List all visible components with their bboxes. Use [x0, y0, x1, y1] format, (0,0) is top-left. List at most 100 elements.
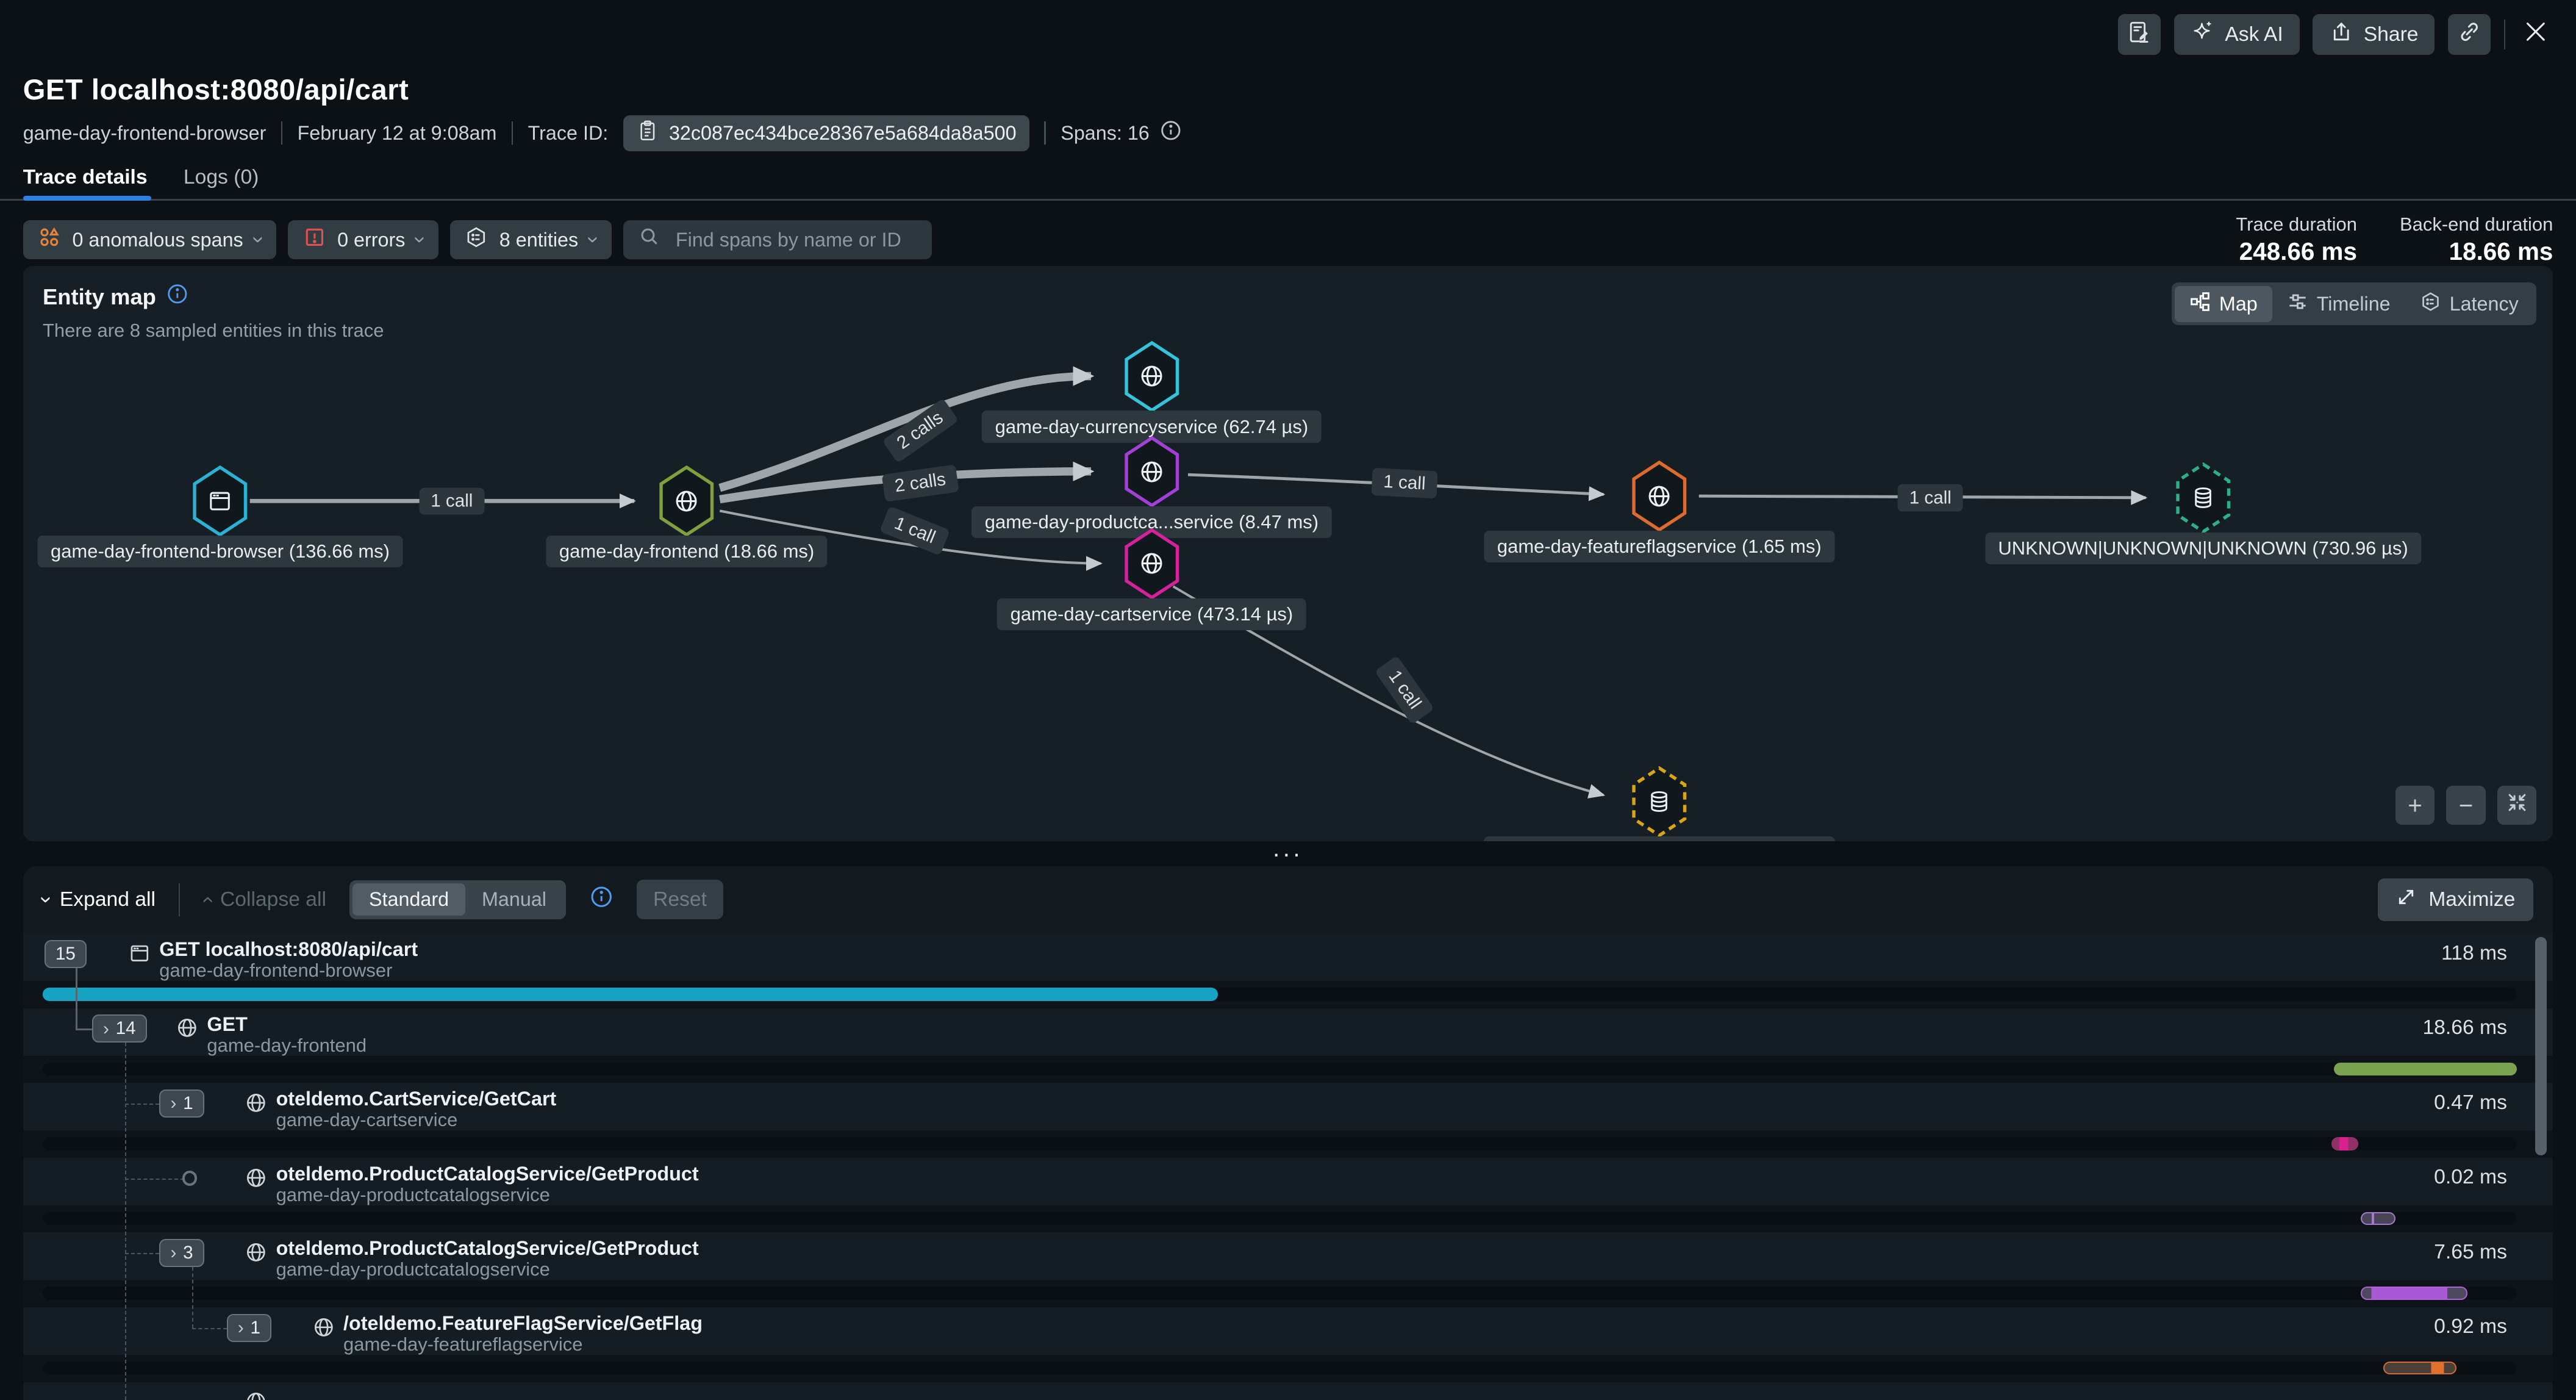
- expand-badge[interactable]: › 1: [226, 1313, 272, 1342]
- entity-node[interactable]: [2175, 462, 2231, 534]
- entity-node[interactable]: [192, 465, 248, 537]
- edge-call-count: 1 call: [1371, 467, 1438, 499]
- span-row[interactable]: › 1 /oteldemo.FeatureFlagService/GetFlag …: [23, 1307, 2553, 1355]
- panel-resize-handle[interactable]: ...: [1273, 833, 1303, 862]
- span-row[interactable]: › 1 oteldemo.CartService/GetCart game-day…: [23, 1083, 2553, 1131]
- child-count: 1: [183, 1093, 193, 1113]
- timeline-track: [43, 987, 2517, 1001]
- span-service: game-day-featureflagservice: [343, 1334, 583, 1355]
- span-name: oteldemo.ProductCatalogService/GetProduc…: [276, 1162, 699, 1185]
- entity-node[interactable]: [1124, 528, 1180, 600]
- span-row[interactable]: › 14 GET game-day-frontend 18.66 ms: [23, 1008, 2553, 1056]
- map-graph-icon: [2189, 291, 2211, 317]
- globe-icon: [245, 1091, 268, 1121]
- trace-id-chip[interactable]: 32c087ec434bce28367e5a684da8a500: [623, 115, 1030, 151]
- span-bar[interactable]: [2331, 1137, 2359, 1151]
- entity-node[interactable]: [659, 465, 715, 537]
- span-bar[interactable]: [43, 987, 1218, 1001]
- tabs: Trace details Logs (0): [23, 166, 259, 189]
- entity-node[interactable]: [1124, 436, 1180, 508]
- collapse-all-label: Collapse all: [220, 888, 326, 911]
- view-timeline-label: Timeline: [2316, 292, 2391, 315]
- tab-logs[interactable]: Logs (0): [183, 166, 259, 189]
- zoom-in-button[interactable]: +: [2395, 785, 2435, 825]
- info-icon[interactable]: [166, 282, 189, 311]
- entity-map-canvas[interactable]: 1 call 2 calls 2 calls 1 call 1 call 1 call 1 …: [23, 266, 2553, 842]
- view-latency[interactable]: Latency: [2405, 286, 2533, 322]
- anomalous-spans-label: 0 anomalous spans: [72, 228, 243, 251]
- view-timeline[interactable]: Timeline: [2272, 286, 2405, 322]
- zoom-out-button[interactable]: −: [2446, 785, 2486, 825]
- anomalous-spans-filter[interactable]: 0 anomalous spans ›: [23, 220, 277, 260]
- span-row[interactable]: › 3 oteldemo.ProductCatalogService/GetPro…: [23, 1232, 2553, 1280]
- entity-map-header: Entity map There are 8 sampled entities …: [43, 282, 384, 341]
- fit-view-button[interactable]: [2497, 785, 2537, 825]
- view-map[interactable]: Map: [2175, 285, 2273, 322]
- globe-icon: [1631, 460, 1687, 533]
- entity-node[interactable]: [1631, 766, 1687, 838]
- tree-connector: [124, 1103, 160, 1105]
- child-count: 1: [250, 1317, 261, 1338]
- child-count: 3: [183, 1243, 193, 1263]
- tree-connector: [124, 1178, 184, 1180]
- copy-link-button[interactable]: [2447, 13, 2491, 56]
- span-bar[interactable]: [2361, 1212, 2396, 1226]
- reset-button[interactable]: Reset: [637, 880, 723, 920]
- collapse-all-button[interactable]: › Collapse all: [195, 888, 326, 912]
- view-map-label: Map: [2219, 292, 2258, 315]
- hexagon-list-icon: [465, 226, 488, 254]
- span-bar[interactable]: [2333, 1062, 2517, 1076]
- timeline-track: [43, 1212, 2517, 1226]
- mode-manual[interactable]: Manual: [481, 888, 546, 911]
- chevron-right-icon: ›: [103, 1018, 109, 1039]
- share-button[interactable]: Share: [2313, 13, 2435, 56]
- expand-badge[interactable]: › 1: [159, 1089, 204, 1118]
- timeline-track: [43, 1062, 2517, 1076]
- maximize-button[interactable]: Maximize: [2377, 878, 2534, 921]
- tree-connector: [124, 1253, 160, 1254]
- entity-node-label: game-day-frontend (18.66 ms): [546, 536, 828, 568]
- expand-badge[interactable]: › 14: [91, 1014, 147, 1043]
- timeline-track: [43, 1361, 2517, 1375]
- span-duration: 0.92 ms: [2434, 1315, 2507, 1338]
- close-button[interactable]: [2519, 15, 2553, 55]
- span-row[interactable]: oteldemo.ProductCatalogService/GetProduc…: [23, 1157, 2553, 1205]
- meta-separator: [281, 121, 283, 145]
- entity-node[interactable]: [1124, 340, 1180, 413]
- timeline-track: [43, 1137, 2517, 1151]
- anomaly-shapes-icon: [38, 226, 61, 254]
- edge-call-count: 1 call: [419, 487, 485, 515]
- trace-id-value: 32c087ec434bce28367e5a684da8a500: [668, 121, 1017, 144]
- span-row[interactable]: [23, 1382, 2553, 1400]
- tab-trace-details[interactable]: Trace details: [23, 166, 148, 189]
- expand-badge[interactable]: › 3: [159, 1239, 204, 1267]
- errors-filter[interactable]: 0 errors ›: [288, 220, 439, 260]
- maximize-icon: [2395, 886, 2417, 913]
- trace-duration-label: Trace duration: [2236, 214, 2357, 235]
- database-icon: [1631, 766, 1687, 838]
- span-timeline-strip: [23, 1130, 2553, 1158]
- span-bar[interactable]: [2383, 1361, 2456, 1375]
- span-search[interactable]: [623, 220, 932, 260]
- waterfall-scrollbar[interactable]: [2535, 936, 2547, 1155]
- ask-ai-button[interactable]: Ask AI: [2174, 13, 2300, 56]
- close-icon: [2522, 23, 2550, 51]
- entities-filter[interactable]: 8 entities ›: [450, 220, 612, 260]
- globe-icon: [245, 1390, 268, 1400]
- clipboard-icon: [636, 119, 659, 147]
- notes-button[interactable]: [2118, 13, 2161, 56]
- span-timeline-strip: [23, 981, 2553, 1008]
- span-bar[interactable]: [2361, 1287, 2467, 1300]
- chevron-down-icon: ›: [34, 896, 59, 903]
- expand-badge[interactable]: 15: [44, 939, 87, 968]
- expand-all-button[interactable]: › Expand all: [35, 888, 156, 912]
- span-row[interactable]: 15 GET localhost:8080/api/cart game-day-…: [23, 933, 2553, 982]
- info-icon[interactable]: [589, 885, 614, 914]
- globe-icon: [1124, 436, 1180, 508]
- mode-standard[interactable]: Standard: [352, 883, 466, 916]
- backend-duration: Back-end duration 18.66 ms: [2400, 214, 2553, 266]
- search-input[interactable]: [672, 226, 917, 253]
- info-icon[interactable]: [1159, 119, 1182, 147]
- entity-node[interactable]: [1631, 460, 1687, 533]
- chevron-right-icon: ›: [170, 1243, 177, 1263]
